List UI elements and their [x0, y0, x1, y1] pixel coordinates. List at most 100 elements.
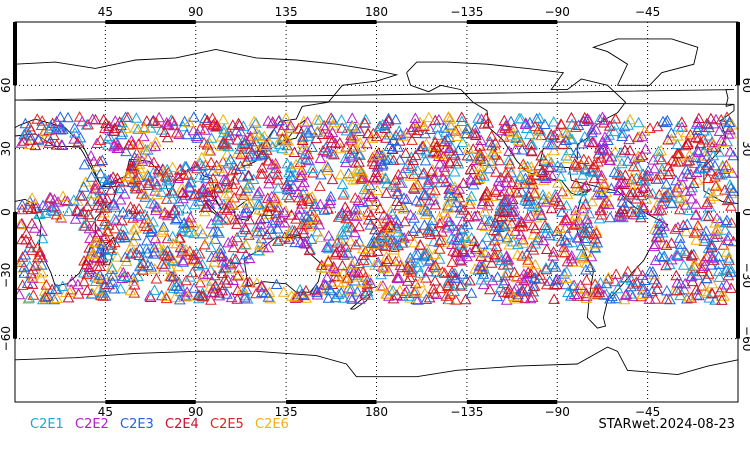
obs-marker — [232, 268, 245, 280]
obs-marker — [725, 200, 737, 211]
obs-marker — [461, 122, 474, 134]
obs-marker — [578, 181, 591, 192]
obs-marker — [500, 166, 512, 178]
obs-marker — [367, 172, 380, 183]
obs-marker — [334, 209, 347, 220]
obs-marker — [226, 213, 238, 224]
obs-marker — [238, 207, 250, 219]
obs-marker — [641, 287, 654, 298]
obs-marker — [484, 283, 496, 295]
obs-marker — [674, 238, 687, 249]
obs-marker — [409, 117, 422, 129]
obs-marker — [595, 169, 608, 181]
legend-item-c2e4: C2E4 — [165, 417, 199, 432]
obs-marker — [675, 116, 688, 127]
obs-marker — [244, 133, 257, 144]
obs-marker — [685, 264, 698, 276]
obs-marker — [212, 193, 224, 205]
obs-marker — [35, 272, 47, 283]
obs-marker — [14, 218, 26, 230]
obs-marker — [698, 255, 710, 266]
obs-marker — [648, 273, 661, 285]
obs-marker — [128, 287, 141, 298]
obs-marker — [500, 251, 512, 262]
obs-marker — [382, 265, 395, 277]
obs-marker — [108, 282, 121, 294]
obs-marker — [525, 144, 538, 156]
obs-marker — [253, 245, 266, 256]
obs-marker — [414, 267, 426, 278]
obs-marker — [115, 182, 128, 193]
obs-marker — [613, 211, 625, 222]
obs-marker — [412, 294, 424, 305]
obs-marker — [462, 142, 475, 154]
obs-marker — [554, 170, 567, 182]
obs-marker — [194, 276, 206, 288]
obs-marker — [253, 238, 266, 250]
obs-marker — [535, 209, 548, 220]
obs-marker — [503, 161, 516, 173]
obs-marker — [330, 246, 343, 258]
obs-marker — [582, 155, 595, 166]
obs-marker — [409, 249, 421, 260]
obs-marker — [14, 261, 27, 273]
obs-marker — [423, 174, 435, 185]
obs-marker — [461, 149, 474, 161]
obs-marker — [354, 141, 367, 152]
obs-marker — [88, 188, 101, 199]
obs-marker — [57, 190, 69, 201]
obs-marker — [287, 180, 300, 191]
obs-marker — [152, 163, 165, 174]
obs-marker — [298, 217, 311, 228]
obs-marker — [78, 158, 91, 170]
obs-marker — [604, 211, 616, 223]
obs-marker — [397, 203, 409, 214]
obs-marker — [419, 189, 432, 201]
obs-marker — [503, 283, 515, 294]
obs-marker — [636, 182, 649, 194]
obs-marker — [727, 149, 740, 161]
obs-marker — [303, 220, 316, 232]
obs-marker — [176, 186, 189, 197]
obs-marker — [602, 271, 615, 283]
obs-marker — [187, 217, 200, 229]
obs-marker — [188, 282, 200, 293]
obs-marker — [560, 134, 572, 145]
obs-marker — [256, 167, 269, 179]
obs-marker — [222, 157, 235, 169]
obs-marker — [609, 145, 622, 157]
obs-marker — [351, 285, 364, 297]
obs-marker — [24, 129, 36, 141]
obs-marker — [218, 173, 230, 184]
obs-marker — [251, 225, 264, 237]
obs-marker — [477, 146, 489, 158]
obs-marker — [565, 111, 578, 123]
obs-marker — [560, 272, 573, 283]
obs-marker — [384, 219, 397, 230]
obs-marker — [556, 185, 569, 197]
obs-marker — [456, 136, 469, 148]
obs-marker — [392, 141, 404, 152]
obs-marker — [443, 293, 456, 305]
obs-marker — [347, 143, 359, 154]
obs-marker — [240, 283, 253, 295]
obs-marker — [321, 161, 334, 173]
obs-marker — [721, 194, 734, 206]
obs-marker — [392, 226, 404, 237]
obs-marker — [527, 244, 540, 255]
obs-marker — [319, 262, 331, 273]
obs-marker — [322, 292, 335, 303]
obs-marker — [328, 148, 340, 160]
obs-marker — [575, 248, 588, 260]
obs-marker — [389, 174, 402, 185]
obs-marker — [577, 115, 590, 126]
obs-marker — [213, 162, 226, 173]
obs-marker — [414, 143, 426, 155]
obs-marker — [467, 178, 480, 190]
obs-marker — [683, 154, 696, 166]
obs-marker — [205, 132, 218, 143]
meridian-label: −45 — [635, 5, 660, 19]
obs-marker — [294, 283, 306, 295]
obs-marker — [521, 247, 533, 259]
obs-marker — [625, 178, 637, 190]
